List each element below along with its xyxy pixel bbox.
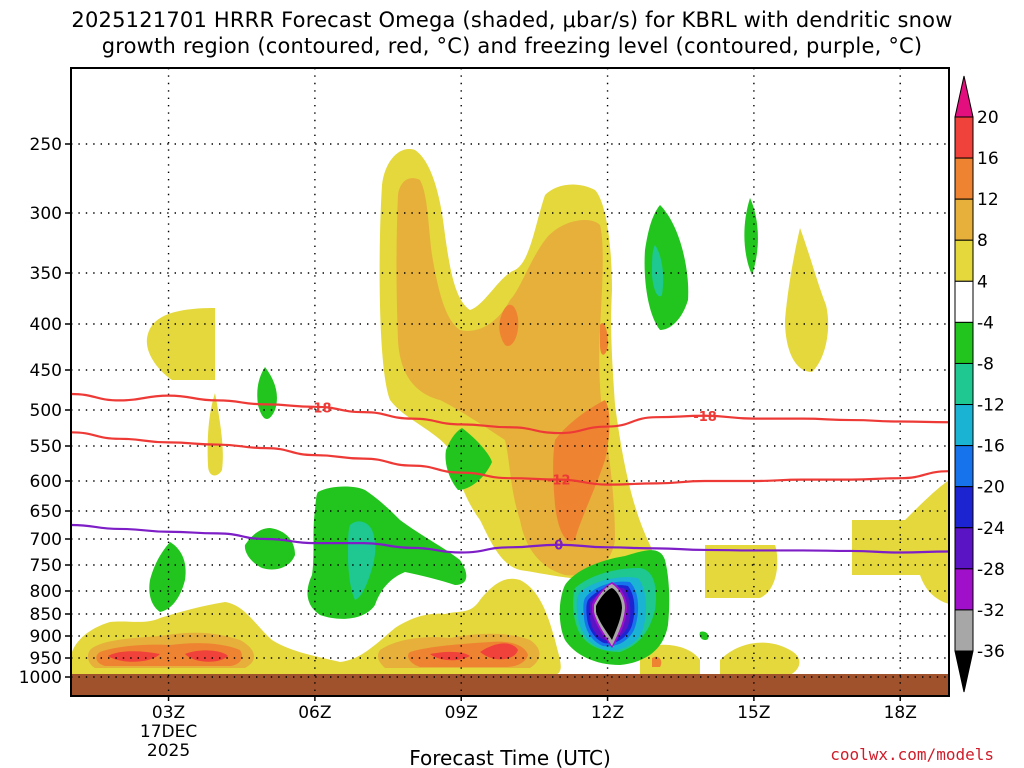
x-tick-label: 09Z [445,703,478,723]
omega-colorbar: 20 16 12 8 4 -4 -8 -12 -16 -20 -24 -28 -32 -36 [954,75,1005,693]
colorbar-swatch [954,362,974,406]
colorbar-label: -8 [977,354,994,374]
colorbar-swatch [954,157,974,200]
omega-shade-4-to-8 [640,644,700,675]
contour-label: 0 [554,539,563,554]
omega-shade-neg8-to-neg12 [348,521,376,600]
y-tick-label: 850 [30,605,62,625]
temperature-contours: -18 -18 -12 0 [71,392,949,554]
omega-shade-neg8-to-neg12 [652,245,664,297]
x-tick-label: 12Z [591,703,624,723]
y-tick-label: 300 [30,204,62,224]
omega-shade-neg4-to-neg8 [744,198,758,275]
colorbar-label: 16 [977,149,999,169]
watermark-text: coolwx.com/models [830,745,994,764]
omega-shade-neg4-to-neg8 [244,528,295,570]
colorbar-swatch [954,404,974,447]
omega-shade-12-to-16 [652,656,662,667]
omega-shade-neg4-to-neg8 [644,205,689,330]
x-tick-label: 03Z [152,703,185,723]
colorbar-label: 12 [977,190,999,210]
y-tick-label: 750 [30,556,62,576]
omega-shade-4-to-8 [720,642,800,675]
omega-shade-16-to-20 [108,651,160,662]
omega-shade-below-neg36 [596,588,622,640]
x-tick-year: 2025 [147,741,190,761]
omega-shade-neg4-to-neg8 [149,542,186,612]
x-tick-label: 06Z [298,703,331,723]
grid-lines [71,68,949,696]
colorbar-label: -20 [977,478,1005,498]
x-tick-date: 17DEC [140,722,197,742]
colorbar-label: -16 [977,437,1005,457]
y-tick-label: 650 [30,502,62,522]
colorbar-label: -36 [977,642,1005,662]
x-axis-title: Forecast Time (UTC) [409,746,611,768]
y-tick-label: 900 [30,627,62,647]
y-tick-label: 450 [30,361,62,381]
omega-shade-16-to-20 [185,650,228,662]
colorbar-swatch [954,609,974,652]
y-tick-label: 550 [30,437,62,457]
colorbar-swatch [954,568,974,611]
y-tick-label: 500 [30,401,62,421]
colorbar-bottom-arrow [954,650,974,693]
colorbar-swatch [954,486,974,529]
contour-line [71,523,949,554]
colorbar-label: -24 [977,519,1005,539]
omega-shade-12-to-16 [499,304,519,346]
colorbar-swatch [954,116,974,159]
omega-shade-16-to-20 [480,643,518,660]
colorbar-label: 8 [977,231,988,251]
colorbar-top-arrow [954,75,974,118]
colorbar-label: 4 [977,272,988,292]
colorbar-swatch [954,239,974,282]
colorbar-label: 20 [977,108,999,128]
omega-shade-4-to-8 [705,545,778,598]
colorbar-label: -28 [977,560,1005,580]
omega-shade-12-to-16 [600,322,608,355]
omega-shade-4-to-8 [207,393,223,476]
contour-label: -18 [693,410,717,425]
omega-shade-4-to-8 [785,228,829,372]
y-tick-label: 700 [30,530,62,550]
colorbar-label: -32 [977,601,1005,621]
colorbar-label: -4 [977,313,994,333]
x-tick-label: 15Z [737,703,770,723]
y-axis: 2503003504004505005506006507007508008509… [19,135,71,688]
omega-shade-neg4-to-neg8 [699,631,709,641]
omega-shade-4-to-8 [146,308,215,380]
x-tick-label: 18Z [884,703,917,723]
contour-line [71,392,949,435]
y-tick-label: 950 [30,649,62,669]
omega-shade-neg4-to-neg8 [257,367,277,420]
colorbar-swatch [954,280,974,323]
omega-shade-16-to-20 [430,651,470,661]
colorbar-swatch [954,445,974,488]
colorbar-swatch [954,527,974,570]
plot-frame [70,67,950,697]
y-tick-label: 1000 [19,668,62,688]
y-tick-label: 600 [30,472,62,492]
contour-label: -18 [308,401,332,416]
y-tick-label: 800 [30,582,62,602]
chart-title-line1: 2025121701 HRRR Forecast Omega (shaded, … [71,8,953,32]
y-tick-label: 250 [30,135,62,155]
colorbar-label: -12 [977,396,1005,416]
colorbar-swatch [954,198,974,241]
chart-title-line2: growth region (contoured, red, °C) and f… [101,34,923,58]
omega-shade-12-to-16 [553,400,610,541]
y-tick-label: 400 [30,315,62,335]
omega-shade-neg4-to-neg8 [307,486,467,619]
colorbar-swatch [954,321,974,364]
ground-surface [71,674,949,696]
contour-line [71,431,949,486]
contour-label: -12 [547,474,571,489]
shaded-omega-field [71,149,949,696]
y-tick-label: 350 [30,264,62,284]
